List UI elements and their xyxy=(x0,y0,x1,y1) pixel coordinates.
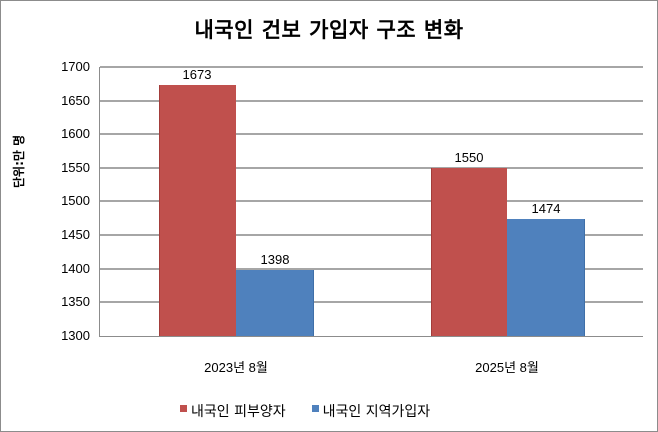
y-tick-1450: 1450 xyxy=(61,227,90,242)
gridline xyxy=(100,100,643,102)
bar-regional-2023 xyxy=(236,270,314,336)
gridline xyxy=(100,234,643,236)
y-tick-1350: 1350 xyxy=(61,294,90,309)
data-label-dependents-2025: 1550 xyxy=(454,150,484,165)
legend-label-dependents: 내국인 피부양자 xyxy=(191,404,286,420)
data-label-regional-2023: 1398 xyxy=(260,252,290,267)
legend-label-regional: 내국인 지역가입자 xyxy=(322,404,431,420)
y-tick-1550: 1550 xyxy=(61,160,90,175)
y-axis-label: 단위:만 명 xyxy=(12,134,26,188)
y-tick-1400: 1400 xyxy=(61,261,90,276)
y-tick-1300: 1300 xyxy=(61,328,90,343)
bar-dependents-2023 xyxy=(159,85,236,336)
x-category-2023: 2023년 8월 xyxy=(204,360,268,375)
legend: 내국인 피부양자 내국인 지역가입자 xyxy=(180,401,430,421)
y-tick-1600: 1600 xyxy=(61,126,90,141)
legend-item-regional: 내국인 지역가입자 xyxy=(311,401,431,421)
plot-area xyxy=(99,66,643,337)
gridline xyxy=(100,167,643,169)
gridline xyxy=(100,66,643,68)
legend-swatch-red-icon xyxy=(180,404,187,412)
gridline xyxy=(100,200,643,202)
legend-swatch-blue-icon xyxy=(311,404,319,412)
chart-title: 내국인 건보 가입자 구조 변화 xyxy=(194,18,464,42)
gridline xyxy=(100,133,643,135)
bar-dependents-2025 xyxy=(431,168,507,336)
legend-item-dependents: 내국인 피부양자 xyxy=(180,401,286,421)
y-tick-1700: 1700 xyxy=(61,59,90,74)
gridline xyxy=(100,301,643,303)
y-tick-1500: 1500 xyxy=(61,193,90,208)
gridline xyxy=(100,268,643,270)
bar-regional-2025 xyxy=(507,219,585,336)
y-tick-1650: 1650 xyxy=(61,93,90,108)
data-label-dependents-2023: 1673 xyxy=(182,67,212,82)
data-label-regional-2025: 1474 xyxy=(531,201,561,216)
x-category-2025: 2025년 8월 xyxy=(475,360,539,375)
